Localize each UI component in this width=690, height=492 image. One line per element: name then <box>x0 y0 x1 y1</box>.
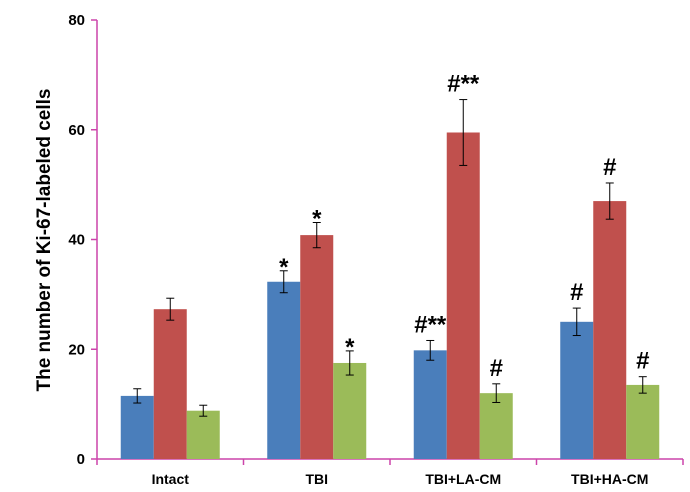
bar <box>413 350 447 459</box>
y-axis-label-group: The number of Ki-67-labeled cells <box>34 88 55 391</box>
significance-label: * <box>345 334 355 361</box>
bar <box>333 362 367 459</box>
bar <box>626 384 660 459</box>
bar <box>300 235 334 459</box>
bar <box>560 321 594 459</box>
bar <box>186 410 220 459</box>
y-tick-label: 80 <box>68 12 85 29</box>
x-category-label: TBI <box>305 471 328 487</box>
significance-label: # <box>636 348 649 375</box>
significance-label: # <box>570 279 583 306</box>
significance-label: #** <box>414 311 447 338</box>
x-category-label: TBI+LA-CM <box>425 471 501 487</box>
bar <box>479 393 513 459</box>
bar <box>593 201 627 459</box>
bar <box>267 281 301 459</box>
significance-label: #** <box>447 71 480 98</box>
significance-label: * <box>279 254 289 281</box>
y-axis-label: The number of Ki-67-labeled cells <box>34 88 55 391</box>
y-tick-label: 40 <box>68 232 85 249</box>
significance-label: * <box>312 205 322 232</box>
y-tick-label: 0 <box>77 451 85 468</box>
significance-label: # <box>490 355 503 382</box>
bar <box>153 309 187 459</box>
bar <box>120 395 154 459</box>
x-category-label: Intact <box>152 471 190 487</box>
x-category-label: TBI+HA-CM <box>571 471 648 487</box>
significance-label: # <box>603 154 616 181</box>
y-tick-label: 20 <box>68 341 85 358</box>
bar <box>446 132 480 459</box>
y-tick-label: 60 <box>68 122 85 139</box>
